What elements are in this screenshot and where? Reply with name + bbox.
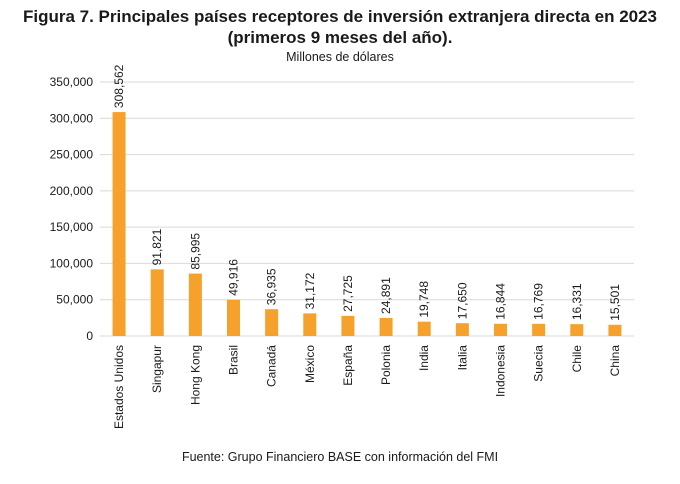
bars bbox=[112, 112, 622, 337]
bar-chart: 0 50,000 100,000 150,000 200,000 250,000 300,0… bbox=[50, 64, 634, 429]
bar bbox=[532, 323, 546, 336]
bar bbox=[494, 323, 507, 336]
gridlines bbox=[100, 81, 634, 337]
category-label: Indonesia bbox=[494, 345, 508, 397]
data-label: 85,995 bbox=[188, 233, 202, 270]
data-label: 19,748 bbox=[417, 281, 431, 318]
y-tick-label: 300,000 bbox=[50, 111, 94, 125]
y-tick-label: 200,000 bbox=[50, 184, 94, 198]
bar bbox=[227, 299, 240, 336]
bar bbox=[112, 112, 126, 337]
category-label: Hong Kong bbox=[188, 345, 202, 405]
bar bbox=[570, 324, 584, 336]
data-label: 91,821 bbox=[150, 228, 164, 265]
chart-title: Figura 7. Principales países receptores … bbox=[0, 6, 680, 48]
source-note: Fuente: Grupo Financiero BASE con inform… bbox=[181, 450, 499, 464]
data-label: 16,331 bbox=[570, 283, 584, 320]
category-label: Chile bbox=[570, 345, 584, 373]
category-label: Singapur bbox=[150, 345, 164, 393]
data-label: 16,769 bbox=[532, 283, 546, 320]
y-tick-label: 0 bbox=[86, 329, 93, 343]
y-tick-label: 250,000 bbox=[50, 148, 94, 162]
category-label: España bbox=[341, 345, 355, 386]
chart-subtitle: Millones de dólares bbox=[286, 50, 394, 64]
category-label: Canadá bbox=[265, 345, 279, 387]
category-label: Polonia bbox=[379, 345, 393, 385]
bar bbox=[455, 323, 469, 336]
bar bbox=[417, 321, 431, 336]
data-label: 24,891 bbox=[379, 277, 393, 314]
category-label: China bbox=[608, 345, 622, 377]
y-tick-label: 350,000 bbox=[50, 75, 94, 89]
data-label: 36,935 bbox=[265, 268, 279, 305]
category-label: Brasil bbox=[227, 345, 241, 375]
y-axis-tick-labels: 0 50,000 100,000 150,000 200,000 250,000 300,0… bbox=[50, 75, 94, 343]
bar bbox=[265, 309, 279, 336]
bar bbox=[150, 269, 164, 336]
bar bbox=[341, 315, 355, 336]
data-labels: 308,562 91,821 85,995 49,916 36,935 31,172 27,… bbox=[112, 64, 622, 320]
chart-title-line1: Figura 7. Principales países receptores … bbox=[22, 7, 658, 26]
data-label: 27,725 bbox=[341, 275, 355, 312]
category-label: Estados Unidos bbox=[112, 345, 126, 429]
data-label: 17,650 bbox=[455, 282, 469, 319]
data-label: 49,916 bbox=[227, 259, 241, 296]
bar bbox=[608, 324, 622, 336]
x-axis-category-labels: Estados Unidos Singapur Hong Kong Brasil Can… bbox=[112, 345, 622, 429]
bar bbox=[188, 273, 202, 336]
bar bbox=[303, 313, 317, 336]
chart-title-line2: (primeros 9 meses del año). bbox=[227, 28, 453, 47]
bar bbox=[379, 317, 393, 336]
category-label: Suecia bbox=[532, 345, 546, 382]
data-label: 31,172 bbox=[303, 272, 317, 309]
y-tick-label: 150,000 bbox=[50, 220, 94, 234]
data-label: 308,562 bbox=[112, 64, 126, 108]
category-label: India bbox=[417, 345, 431, 371]
y-tick-label: 50,000 bbox=[56, 293, 93, 307]
data-label: 16,844 bbox=[494, 283, 508, 320]
category-label: Italia bbox=[455, 345, 469, 371]
y-tick-label: 100,000 bbox=[50, 256, 94, 270]
category-label: México bbox=[303, 345, 317, 383]
data-label: 15,501 bbox=[608, 284, 622, 321]
